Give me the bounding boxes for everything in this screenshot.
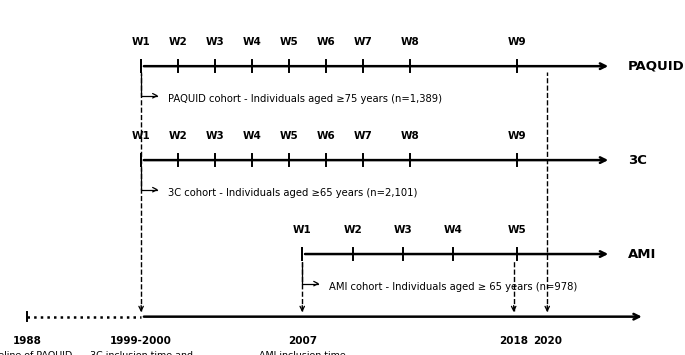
- Text: AMI inclusion time: AMI inclusion time: [259, 351, 346, 355]
- Text: W7: W7: [353, 37, 372, 47]
- Text: W3: W3: [206, 131, 224, 141]
- Text: W6: W6: [316, 37, 335, 47]
- Text: W2: W2: [169, 37, 188, 47]
- Text: W1: W1: [132, 37, 151, 47]
- Text: W2: W2: [343, 225, 362, 235]
- Text: W5: W5: [279, 131, 298, 141]
- Text: AMI: AMI: [627, 247, 656, 261]
- Text: 3C: 3C: [627, 154, 647, 166]
- Text: 2007: 2007: [288, 336, 316, 346]
- Text: W9: W9: [508, 131, 526, 141]
- Text: W1: W1: [132, 131, 151, 141]
- Text: 1988: 1988: [12, 336, 41, 346]
- Text: W6: W6: [316, 131, 335, 141]
- Text: W9: W9: [508, 37, 526, 47]
- Text: Baseline of PAQUID
cohort: Baseline of PAQUID cohort: [0, 351, 73, 355]
- Text: 2018: 2018: [499, 336, 528, 346]
- Text: PAQUID: PAQUID: [627, 60, 684, 73]
- Text: W7: W7: [353, 131, 372, 141]
- Text: W5: W5: [279, 37, 298, 47]
- Text: W5: W5: [508, 225, 526, 235]
- Text: W4: W4: [242, 37, 261, 47]
- Text: W8: W8: [400, 131, 419, 141]
- Text: PAQUID cohort - Individuals aged ≥75 years (n=1,389): PAQUID cohort - Individuals aged ≥75 yea…: [168, 94, 442, 104]
- Text: 2020: 2020: [533, 336, 562, 346]
- Text: W8: W8: [400, 37, 419, 47]
- Text: W3: W3: [206, 37, 224, 47]
- Text: AMI cohort - Individuals aged ≥ 65 years (n=978): AMI cohort - Individuals aged ≥ 65 years…: [329, 282, 577, 292]
- Text: W4: W4: [242, 131, 261, 141]
- Text: W2: W2: [169, 131, 188, 141]
- Text: W3: W3: [394, 225, 412, 235]
- Text: 3C cohort - Individuals aged ≥65 years (n=2,101): 3C cohort - Individuals aged ≥65 years (…: [168, 188, 417, 198]
- Text: 1999-2000: 1999-2000: [110, 336, 172, 346]
- Text: W4: W4: [444, 225, 462, 235]
- Text: 3C inclusion time and
PAQUID baseline time
in our study: 3C inclusion time and PAQUID baseline ti…: [90, 351, 192, 355]
- Text: W1: W1: [293, 225, 312, 235]
